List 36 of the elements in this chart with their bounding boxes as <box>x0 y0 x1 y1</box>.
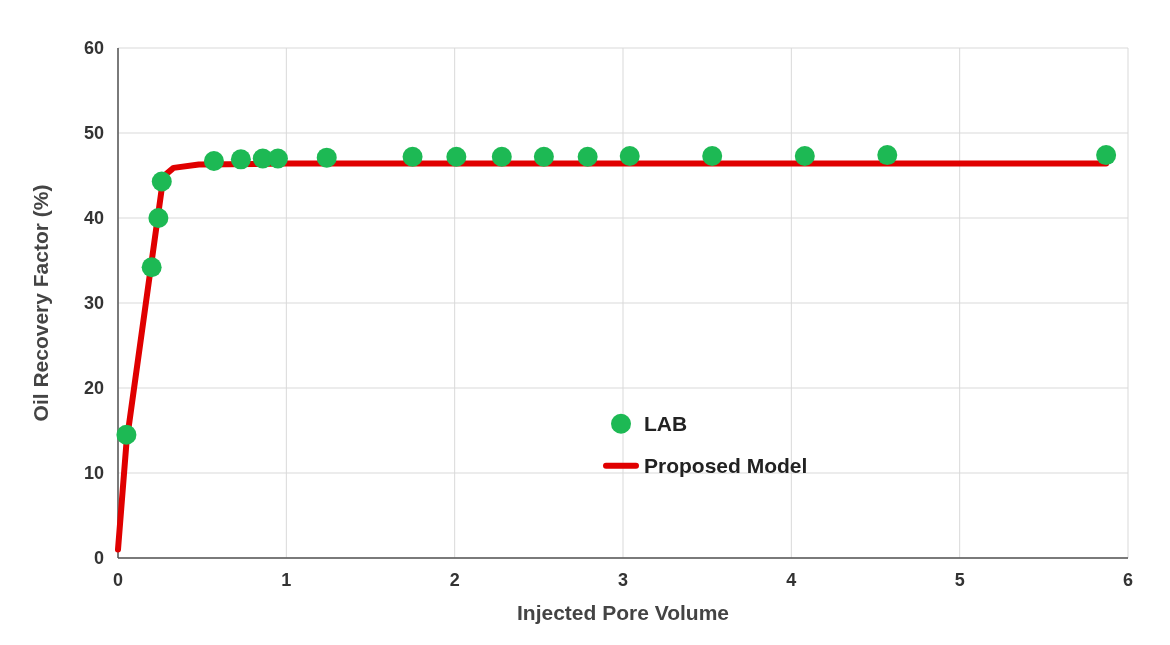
y-tick-label: 10 <box>83 463 104 483</box>
point <box>116 424 137 445</box>
point <box>148 208 169 228</box>
point <box>267 148 288 169</box>
y-tick-label: 60 <box>83 38 104 58</box>
y-tick-label: 40 <box>83 208 104 228</box>
point <box>533 146 554 167</box>
x-tick-label: 1 <box>281 570 292 590</box>
x-tick-label: 6 <box>1122 570 1134 590</box>
y-tick-label: 30 <box>83 293 104 313</box>
y-tick-label: 20 <box>83 378 104 398</box>
x-tick-label: 5 <box>954 570 965 590</box>
point <box>1096 145 1117 166</box>
point <box>491 146 512 167</box>
x-axis-title: Injected Pore Volume <box>517 601 729 624</box>
point <box>577 146 598 167</box>
y-axis-title: Oil Recovery Factor (%) <box>29 184 52 422</box>
point <box>446 146 467 167</box>
point <box>402 146 423 167</box>
point <box>203 151 224 172</box>
point <box>619 145 640 166</box>
y-tick-label: 0 <box>93 548 104 568</box>
point <box>794 145 815 166</box>
x-tick-label: 3 <box>617 570 629 590</box>
y-tick-label: 50 <box>83 123 104 143</box>
legend-label: LAB <box>644 411 688 435</box>
point <box>230 149 251 170</box>
x-tick-label: 2 <box>449 570 460 590</box>
point <box>141 257 162 278</box>
point <box>151 171 172 192</box>
point <box>877 145 898 166</box>
x-tick-label: 4 <box>786 570 797 590</box>
x-tick-label: 0 <box>112 570 124 590</box>
point <box>702 145 723 166</box>
legend-label: Proposed Model <box>644 453 808 477</box>
point <box>316 147 337 168</box>
